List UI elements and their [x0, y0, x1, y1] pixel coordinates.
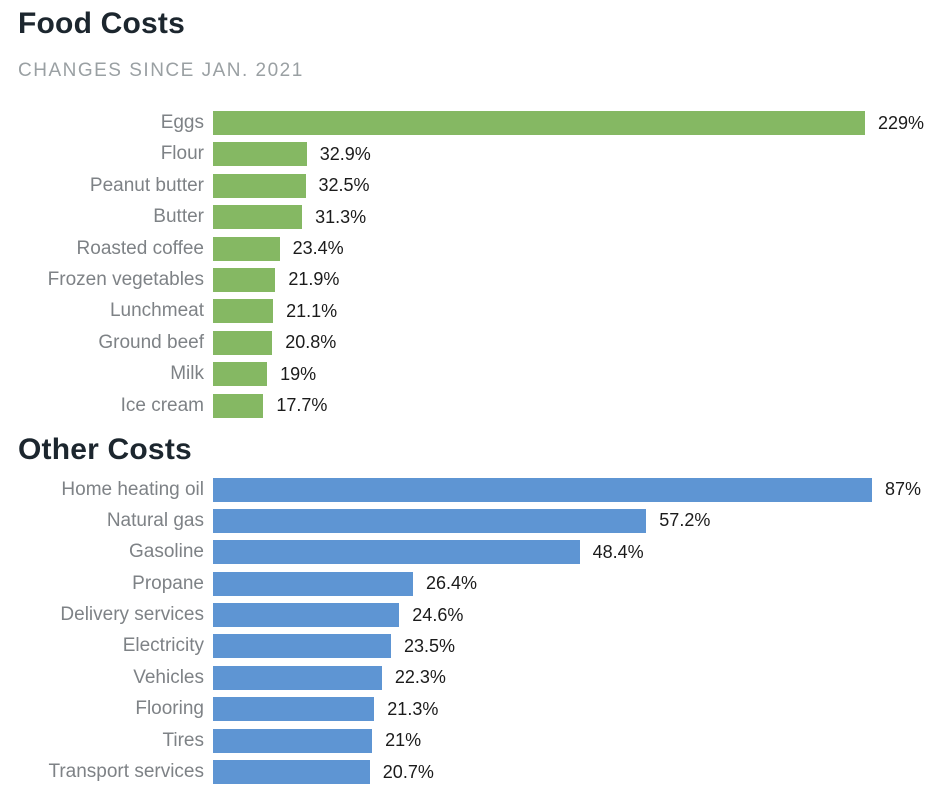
bar-category-label: Butter: [153, 206, 204, 228]
bar: [213, 205, 303, 230]
bar: [213, 299, 274, 324]
bar: [213, 267, 276, 292]
bar-value-label: 20.8%: [285, 332, 337, 353]
bar-value-label: 229%: [878, 112, 925, 133]
bar-row: Gasoline 48.4%: [18, 540, 952, 565]
bar-category-label: Delivery services: [60, 604, 204, 626]
bar-row: Flooring 21.3%: [18, 697, 952, 722]
food-costs-bar-rows: Eggs 229% Flour 32.9% Peanut butter 32.5% Butt…: [18, 111, 952, 418]
food-costs-section: Food Costs CHANGES SINCE JAN. 2021 Eggs 2…: [18, 8, 952, 418]
bar-category-label: Vehicles: [133, 666, 204, 688]
bar-category-label: Eggs: [160, 112, 204, 133]
bar: [213, 697, 375, 722]
bar-category-label: Propane: [132, 572, 204, 594]
bar-value-label: 57.2%: [659, 510, 711, 531]
bar-row: Tires 21%: [18, 728, 952, 753]
bar-value-label: 87%: [885, 479, 922, 500]
bar-row: Natural gas 57.2%: [18, 508, 952, 533]
bar-row: Roasted coffee 23.4%: [18, 236, 952, 261]
bar-value-label: 32.5%: [318, 175, 370, 196]
bar-row: Ground beef 20.8%: [18, 330, 952, 355]
bar-value-label: 19%: [280, 363, 317, 384]
bar: [213, 362, 268, 387]
bar-category-label: Natural gas: [106, 509, 204, 531]
bar-value-label: 17.7%: [276, 395, 328, 416]
bar-value-label: 22.3%: [394, 667, 446, 688]
bar: [213, 477, 872, 502]
bar-category-label: Transport services: [48, 761, 204, 783]
bar: [213, 393, 264, 418]
bar-value-label: 32.9%: [319, 143, 371, 164]
bar-row: Lunchmeat 21.1%: [18, 299, 952, 324]
bar-category-label: Gasoline: [129, 541, 204, 563]
bar-value-label: 31.3%: [315, 206, 367, 227]
bar-category-label: Tires: [162, 729, 204, 751]
bar-value-label: 24.6%: [412, 604, 464, 625]
bar-row: Electricity 23.5%: [18, 634, 952, 659]
bar-row: Propane 26.4%: [18, 571, 952, 596]
bar-category-label: Peanut butter: [89, 174, 204, 196]
bar: [213, 571, 413, 596]
bar: [213, 760, 370, 785]
bar-category-label: Flour: [160, 143, 204, 165]
bar-category-label: Roasted coffee: [76, 237, 204, 259]
bar-category-label: Frozen vegetables: [47, 268, 204, 290]
bar: [213, 236, 280, 261]
bar-value-label: 21.9%: [288, 269, 340, 290]
bar-value-label: 20.7%: [382, 761, 434, 782]
bar: [213, 728, 373, 753]
bar-category-label: Ice cream: [120, 394, 204, 416]
food-costs-title: Food Costs: [18, 7, 185, 40]
bar-category-label: Electricity: [122, 635, 204, 657]
chart-subtitle: CHANGES SINCE JAN. 2021: [18, 60, 304, 81]
bar-row: Milk 19%: [18, 362, 952, 387]
bar-row: Frozen vegetables 21.9%: [18, 267, 952, 292]
bar-value-label: 21.3%: [387, 698, 439, 719]
bar-value-label: 21.1%: [286, 300, 338, 321]
bar: [213, 173, 306, 198]
bar-row: Vehicles 22.3%: [18, 665, 952, 690]
bar: [213, 508, 647, 533]
bar-value-label: 23.4%: [292, 238, 344, 259]
bar-row: Home heating oil 87%: [18, 477, 952, 502]
bar: [213, 142, 307, 167]
bar-value-label: 23.5%: [404, 635, 456, 656]
bar-row: Butter 31.3%: [18, 205, 952, 230]
bar: [213, 111, 865, 135]
other-costs-title: Other Costs: [18, 432, 192, 466]
other-costs-bar-rows: Home heating oil 87% Natural gas 57.2% Gasol…: [18, 477, 952, 785]
bar-value-label: 48.4%: [592, 541, 644, 562]
bar-category-label: Home heating oil: [61, 478, 204, 500]
bar-category-label: Flooring: [135, 698, 204, 720]
bar: [213, 540, 580, 565]
bar: [213, 603, 400, 628]
bar-row: Ice cream 17.7%: [18, 393, 952, 418]
bar-category-label: Milk: [170, 363, 204, 385]
bar: [213, 634, 391, 659]
bar-category-label: Ground beef: [98, 331, 204, 353]
bar: [213, 330, 273, 355]
bar-row: Eggs 229%: [18, 111, 952, 135]
bar-row: Delivery services 24.6%: [18, 603, 952, 628]
bar-value-label: 21%: [385, 730, 422, 751]
bar-row: Flour 32.9%: [18, 142, 952, 167]
bar-category-label: Lunchmeat: [109, 300, 204, 322]
bar-value-label: 26.4%: [426, 573, 478, 594]
other-costs-section: Other Costs Home heating oil 87% Natural g…: [18, 432, 952, 785]
bar-row: Peanut butter 32.5%: [18, 173, 952, 198]
bar: [213, 665, 382, 690]
bar-row: Transport services 20.7%: [18, 760, 952, 785]
